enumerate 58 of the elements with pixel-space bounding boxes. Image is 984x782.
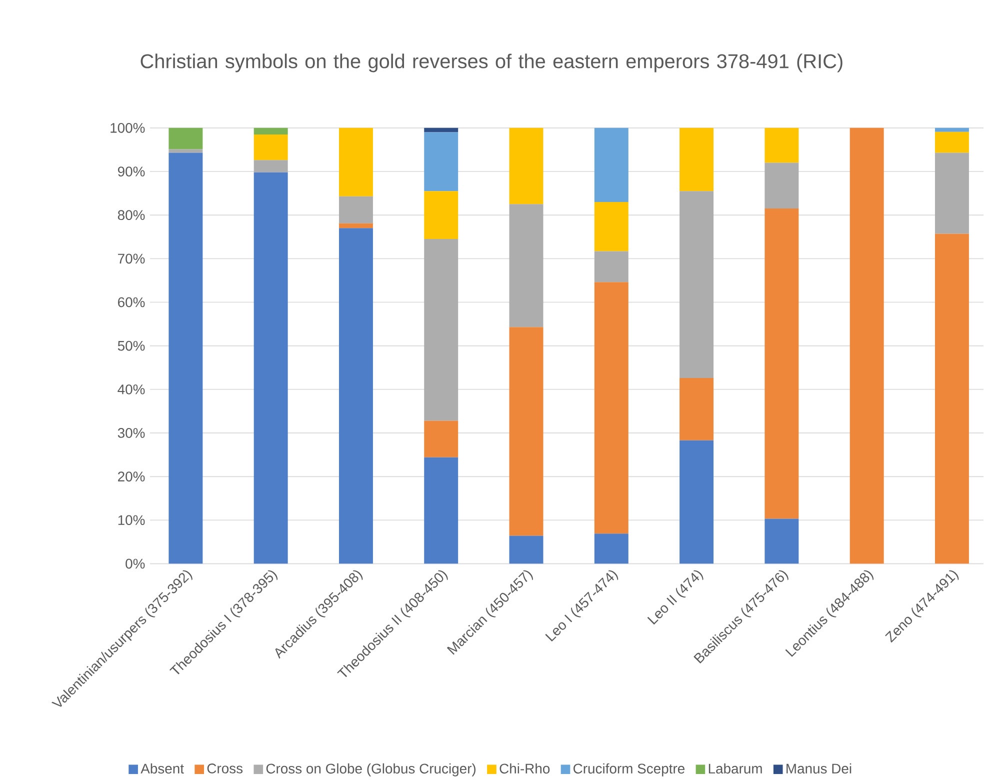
bar — [168, 128, 203, 150]
legend-label: Absent — [140, 764, 184, 774]
bar — [509, 204, 544, 328]
bar — [764, 208, 799, 520]
bar — [168, 149, 203, 153]
bar — [424, 191, 458, 240]
y-tick-label: 10% — [118, 515, 145, 526]
bar — [764, 163, 799, 209]
bar — [594, 128, 628, 202]
y-tick-label: 20% — [118, 472, 145, 482]
bar — [680, 191, 714, 378]
bar — [594, 282, 628, 534]
legend-label: Labarum — [708, 764, 762, 774]
bar — [934, 132, 969, 153]
bar — [254, 160, 288, 173]
bar — [254, 172, 288, 564]
bar — [338, 224, 373, 228]
y-tick-label: 30% — [118, 428, 145, 438]
bar — [254, 128, 288, 135]
legend-label: Chi-Rho — [500, 764, 550, 774]
y-tick-label: 80% — [118, 210, 145, 220]
legend-label: Cross on Globe (Globus Cruciger) — [266, 764, 476, 777]
y-tick-label: 60% — [118, 298, 145, 308]
bar — [424, 239, 458, 421]
bar — [424, 128, 458, 132]
bar — [680, 378, 714, 441]
legend-label: Manus Dei — [786, 764, 852, 774]
y-tick-label: 50% — [118, 341, 145, 351]
legend-label: Cross — [207, 764, 243, 774]
bar — [424, 132, 458, 192]
bar — [680, 128, 714, 192]
bar — [424, 458, 458, 564]
bar — [509, 536, 544, 564]
bar — [594, 202, 628, 252]
y-tick-label: 40% — [118, 384, 145, 395]
bar — [934, 152, 969, 234]
y-tick-label: 0% — [126, 558, 145, 569]
bar — [934, 234, 969, 564]
bar — [594, 534, 628, 564]
y-tick-label: 90% — [118, 166, 145, 177]
bar — [850, 128, 884, 564]
bar — [594, 251, 628, 282]
bar — [509, 128, 544, 204]
chart-title: Christian symbols on the gold reverses of the eastern emperors 378-491 (RIC) — [140, 54, 842, 72]
bar — [424, 420, 458, 458]
bar — [509, 327, 544, 536]
bar — [934, 128, 969, 132]
bar — [338, 228, 373, 564]
bar — [764, 128, 799, 164]
bar — [254, 134, 288, 160]
bar — [338, 128, 373, 197]
bar — [764, 519, 799, 564]
bar — [168, 152, 203, 564]
legend-label: Cruciform Sceptre — [574, 764, 684, 777]
y-tick-label: 100% — [110, 123, 145, 134]
y-tick-label: 70% — [118, 254, 145, 264]
bar — [338, 196, 373, 224]
bar — [680, 440, 714, 564]
